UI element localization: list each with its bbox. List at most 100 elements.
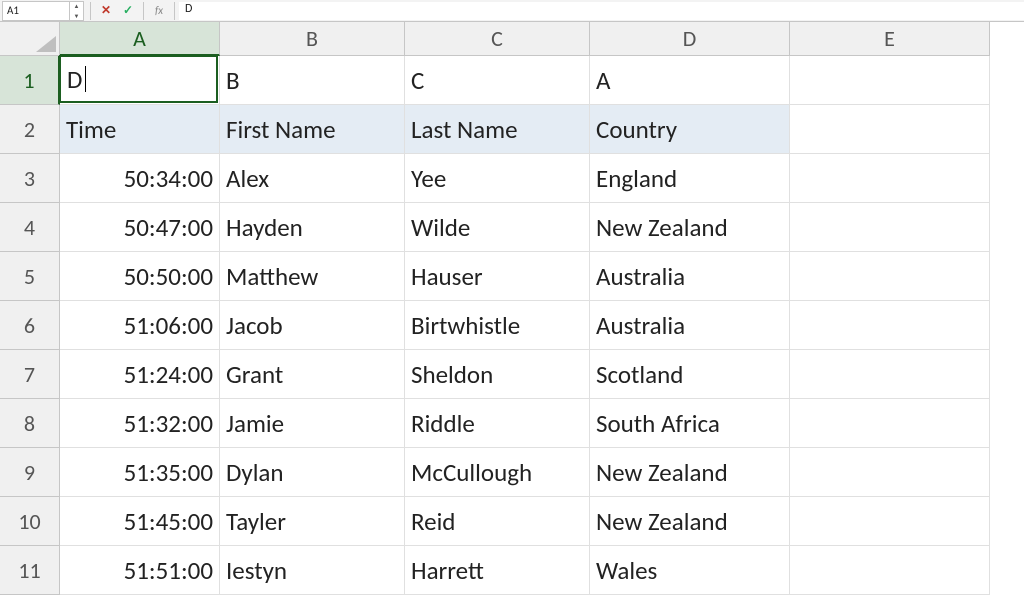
- cell[interactable]: New Zealand: [590, 203, 790, 252]
- cell[interactable]: [790, 497, 990, 546]
- cell[interactable]: Riddle: [405, 399, 590, 448]
- table-row: 51:45:00TaylerReidNew Zealand: [60, 497, 990, 546]
- cell[interactable]: [790, 399, 990, 448]
- cell[interactable]: A: [590, 56, 790, 105]
- cell[interactable]: 51:32:00: [60, 399, 220, 448]
- cell[interactable]: Hauser: [405, 252, 590, 301]
- row-header[interactable]: 4: [0, 203, 60, 252]
- cell[interactable]: 50:50:00: [60, 252, 220, 301]
- column-header[interactable]: D: [590, 22, 790, 56]
- cell[interactable]: [790, 448, 990, 497]
- row-header[interactable]: 3: [0, 154, 60, 203]
- cell[interactable]: C: [405, 56, 590, 105]
- cell[interactable]: [790, 301, 990, 350]
- cell[interactable]: 51:45:00: [60, 497, 220, 546]
- divider: [174, 2, 175, 20]
- select-all-corner[interactable]: [0, 22, 60, 56]
- cell[interactable]: Grant: [220, 350, 405, 399]
- divider: [143, 2, 144, 20]
- row-header[interactable]: 10: [0, 497, 60, 546]
- cell[interactable]: Birtwhistle: [405, 301, 590, 350]
- cell[interactable]: Hayden: [220, 203, 405, 252]
- cell[interactable]: England: [590, 154, 790, 203]
- cell[interactable]: Last Name: [405, 105, 590, 154]
- cell[interactable]: Alex: [220, 154, 405, 203]
- cell[interactable]: B: [220, 56, 405, 105]
- formula-bar: A1 ▲ ▼ ✕ ✓ fx D: [0, 0, 1024, 22]
- cell[interactable]: First Name: [220, 105, 405, 154]
- row-header[interactable]: 5: [0, 252, 60, 301]
- column-header[interactable]: E: [790, 22, 990, 56]
- row-headers: 1234567891011: [0, 56, 60, 595]
- cell[interactable]: [790, 203, 990, 252]
- row-header[interactable]: 11: [0, 546, 60, 595]
- cell[interactable]: 51:51:00: [60, 546, 220, 595]
- cell[interactable]: [790, 105, 990, 154]
- cancel-icon[interactable]: ✕: [97, 2, 115, 20]
- name-box-stepper: ▲ ▼: [69, 1, 83, 21]
- cell[interactable]: Country: [590, 105, 790, 154]
- cell[interactable]: [790, 154, 990, 203]
- cell[interactable]: Jamie: [220, 399, 405, 448]
- cell[interactable]: Matthew: [220, 252, 405, 301]
- row-header[interactable]: 7: [0, 350, 60, 399]
- cell[interactable]: Wales: [590, 546, 790, 595]
- table-row: 51:24:00GrantSheldonScotland: [60, 350, 990, 399]
- name-box-text: A1: [3, 4, 69, 17]
- cell[interactable]: McCullough: [405, 448, 590, 497]
- cell[interactable]: [60, 56, 220, 105]
- cell[interactable]: New Zealand: [590, 497, 790, 546]
- table-row: 50:47:00HaydenWildeNew Zealand: [60, 203, 990, 252]
- column-header[interactable]: B: [220, 22, 405, 56]
- name-box[interactable]: A1 ▲ ▼: [2, 1, 84, 21]
- cell[interactable]: Iestyn: [220, 546, 405, 595]
- cell[interactable]: Tayler: [220, 497, 405, 546]
- cell[interactable]: New Zealand: [590, 448, 790, 497]
- cell[interactable]: Wilde: [405, 203, 590, 252]
- cell[interactable]: [790, 56, 990, 105]
- cell[interactable]: 50:34:00: [60, 154, 220, 203]
- cell[interactable]: [790, 546, 990, 595]
- cell[interactable]: [790, 252, 990, 301]
- row-header[interactable]: 2: [0, 105, 60, 154]
- row-header[interactable]: 9: [0, 448, 60, 497]
- column-header[interactable]: A: [60, 22, 220, 56]
- sheet: ABCDE 1234567891011 BCATimeFirst NameLas…: [0, 22, 1024, 611]
- cell[interactable]: Reid: [405, 497, 590, 546]
- column-headers: ABCDE: [60, 22, 990, 56]
- stepper-up-icon[interactable]: ▲: [70, 1, 83, 11]
- cell[interactable]: South Africa: [590, 399, 790, 448]
- accept-icon[interactable]: ✓: [119, 2, 137, 20]
- formula-input[interactable]: D: [179, 2, 1024, 20]
- row-header[interactable]: 6: [0, 301, 60, 350]
- table-row: 51:32:00JamieRiddleSouth Africa: [60, 399, 990, 448]
- cell[interactable]: Time: [60, 105, 220, 154]
- table-row: 51:51:00IestynHarrettWales: [60, 546, 990, 595]
- cell[interactable]: Australia: [590, 301, 790, 350]
- row-header[interactable]: 8: [0, 399, 60, 448]
- table-row: 51:06:00JacobBirtwhistleAustralia: [60, 301, 990, 350]
- fx-icon[interactable]: fx: [150, 2, 168, 20]
- cell[interactable]: Sheldon: [405, 350, 590, 399]
- row-header[interactable]: 1: [0, 56, 60, 105]
- stepper-down-icon[interactable]: ▼: [70, 11, 83, 21]
- column-header[interactable]: C: [405, 22, 590, 56]
- cell[interactable]: 51:06:00: [60, 301, 220, 350]
- divider: [90, 2, 91, 20]
- cell[interactable]: [790, 350, 990, 399]
- cell[interactable]: 51:24:00: [60, 350, 220, 399]
- cell[interactable]: 50:47:00: [60, 203, 220, 252]
- table-row: 50:50:00MatthewHauserAustralia: [60, 252, 990, 301]
- cell[interactable]: Yee: [405, 154, 590, 203]
- cell-grid: BCATimeFirst NameLast NameCountry50:34:0…: [60, 56, 990, 595]
- cell[interactable]: Scotland: [590, 350, 790, 399]
- cell[interactable]: Dylan: [220, 448, 405, 497]
- table-row: 51:35:00DylanMcCulloughNew Zealand: [60, 448, 990, 497]
- table-row: TimeFirst NameLast NameCountry: [60, 105, 990, 154]
- cell[interactable]: Australia: [590, 252, 790, 301]
- cell[interactable]: Harrett: [405, 546, 590, 595]
- table-row: 50:34:00AlexYeeEngland: [60, 154, 990, 203]
- cell[interactable]: Jacob: [220, 301, 405, 350]
- table-row: BCA: [60, 56, 990, 105]
- cell[interactable]: 51:35:00: [60, 448, 220, 497]
